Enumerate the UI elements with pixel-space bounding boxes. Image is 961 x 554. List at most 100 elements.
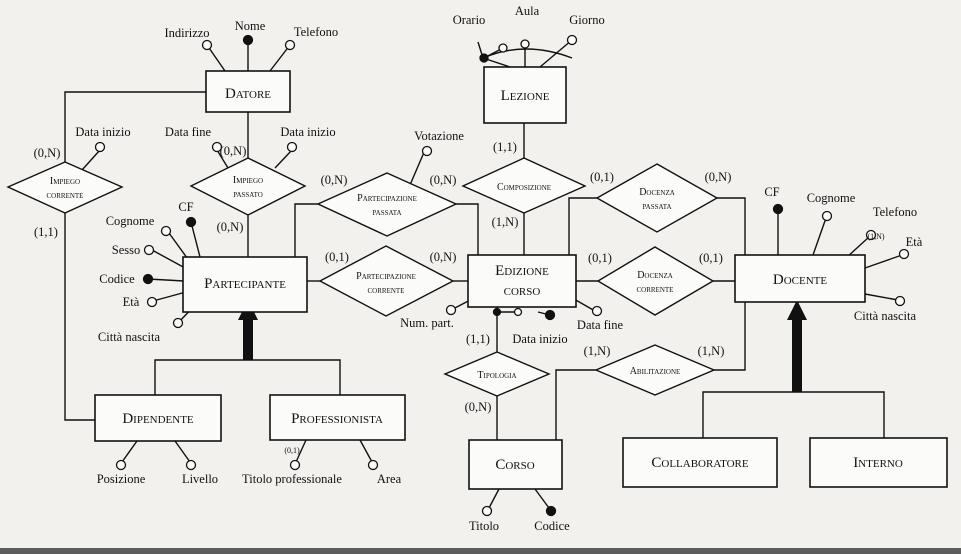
card-impiego-corrente-datore: (0,N) bbox=[34, 146, 61, 160]
svg-text:Lezione: Lezione bbox=[501, 88, 550, 104]
entity-professionista: Professionista bbox=[269, 394, 406, 441]
attr-key-datore-nome bbox=[242, 34, 254, 46]
attr-key-partecipante-codice bbox=[142, 273, 154, 285]
attr-circle-partecipante-eta bbox=[146, 296, 158, 308]
svg-text:corso: corso bbox=[504, 283, 541, 299]
line-corso-abilitazione bbox=[555, 369, 596, 440]
line-edizione-docenza-passata bbox=[568, 197, 597, 255]
isa-shaft-partecipante bbox=[243, 318, 253, 360]
svg-text:Partecipante: Partecipante bbox=[204, 276, 286, 292]
label-corso-titolo: Titolo bbox=[469, 519, 499, 533]
label-partecipante-sesso: Sesso bbox=[112, 243, 140, 257]
label-impiego-passato-data-inizio: Data inizio bbox=[280, 125, 335, 139]
label-edizione-data-inizio: Data inizio bbox=[512, 332, 567, 346]
entity-dipendente: Dipendente bbox=[94, 394, 222, 442]
attr-circle-livello bbox=[185, 459, 197, 471]
label-partecipante-codice: Codice bbox=[99, 272, 135, 286]
attr-circle-votazione bbox=[421, 145, 433, 157]
svg-text:Docenza: Docenza bbox=[639, 187, 675, 198]
label-datore-nome: Nome bbox=[235, 19, 266, 33]
attr-circle-lezione-aula bbox=[520, 39, 530, 49]
line-docenza-passata-docente bbox=[717, 197, 746, 255]
svg-text:Partecipazione: Partecipazione bbox=[356, 271, 416, 282]
attr-circle-impiego-corrente-data-inizio bbox=[94, 141, 106, 153]
attr-key-edizione-data-inizio bbox=[492, 307, 502, 317]
label-lezione-aula: Aula bbox=[515, 4, 540, 18]
card-part-corrente-edizione: (0,N) bbox=[430, 250, 457, 264]
line-isa-docente-branch bbox=[702, 391, 885, 438]
label-votazione: Votazione bbox=[414, 129, 464, 143]
label-edizione-data-fine: Data fine bbox=[577, 318, 624, 332]
label-partecipante-citta-nascita: Città nascita bbox=[98, 330, 161, 344]
entity-datore: Datore bbox=[205, 70, 291, 113]
entity-interno: Interno bbox=[809, 437, 948, 488]
attr-key-edizione-data-fine bbox=[544, 309, 556, 321]
label-datore-indirizzo: Indirizzo bbox=[164, 26, 209, 40]
svg-text:Composizione: Composizione bbox=[497, 182, 551, 193]
line-datore-impiego-corrente bbox=[64, 91, 206, 162]
label-docente-eta: Età bbox=[906, 235, 923, 249]
entity-lezione: Lezione bbox=[483, 66, 567, 124]
card-part-corrente-partecipante: (0,1) bbox=[325, 250, 349, 264]
bottom-edge-bar bbox=[0, 548, 961, 554]
card-composizione-edizione: (1,N) bbox=[492, 215, 519, 229]
attribute-stalks bbox=[81, 39, 903, 509]
relationship-docenza-corrente: Docenza corrente bbox=[596, 246, 715, 316]
relationship-composizione: Composizione bbox=[461, 157, 587, 214]
attr-circle-docente-citta bbox=[894, 295, 906, 307]
label-posizione: Posizione bbox=[97, 472, 146, 486]
entity-partecipante: Partecipante bbox=[182, 256, 308, 313]
attr-circle-docente-eta bbox=[898, 248, 910, 260]
svg-text:passato: passato bbox=[233, 189, 263, 200]
label-datore-telefono: Telefono bbox=[294, 25, 338, 39]
card-composizione-lezione: (1,1) bbox=[493, 140, 517, 154]
attr-key-corso-codice bbox=[545, 505, 557, 517]
isa-shaft-docente bbox=[792, 318, 802, 392]
attr-circle-corso-titolo bbox=[481, 505, 493, 517]
card-part-passata-partecipante: (0,N) bbox=[321, 173, 348, 187]
attr-circle-partecipante-citta bbox=[172, 317, 184, 329]
card-telefono: (1,N) bbox=[867, 232, 884, 241]
attr-key-docente-cf bbox=[772, 203, 784, 215]
card-titolo-professionale: (0,1) bbox=[284, 446, 300, 455]
relationship-impiego-corrente: Impiego corrente bbox=[6, 161, 124, 214]
relationship-docenza-passata: Docenza passata bbox=[595, 163, 719, 233]
attr-circle-edizione-data-inizio bbox=[513, 307, 523, 317]
card-doc-passata-edizione: (0,1) bbox=[590, 170, 614, 184]
label-livello: Livello bbox=[182, 472, 218, 486]
label-docente-telefono: Telefono bbox=[873, 205, 917, 219]
relationship-partecipazione-corrente: Partecipazione corrente bbox=[318, 245, 455, 317]
svg-text:Impiego: Impiego bbox=[233, 175, 263, 186]
svg-text:Impiego: Impiego bbox=[50, 176, 80, 187]
svg-text:Collaboratore: Collaboratore bbox=[651, 455, 748, 471]
label-corso-codice: Codice bbox=[534, 519, 570, 533]
attr-circle-titolo-professionale bbox=[289, 459, 301, 471]
card-doc-corrente-docente: (0,1) bbox=[699, 251, 723, 265]
label-num-part: Num. part. bbox=[400, 316, 454, 330]
svg-text:Docenza: Docenza bbox=[637, 270, 673, 281]
attr-circle-lezione-orario bbox=[498, 43, 508, 53]
attr-key-lezione-orario bbox=[479, 53, 489, 63]
svg-text:Datore: Datore bbox=[225, 86, 271, 102]
entity-docente: Docente bbox=[734, 254, 866, 303]
card-impiego-corrente-partecipante: (1,1) bbox=[34, 225, 58, 239]
svg-text:Corso: Corso bbox=[495, 457, 534, 473]
card-impiego-passato-datore: (0,N) bbox=[220, 144, 247, 158]
svg-text:Abilitazione: Abilitazione bbox=[630, 366, 681, 377]
svg-text:corrente: corrente bbox=[368, 285, 405, 296]
card-tipologia-edizione: (1,1) bbox=[466, 332, 490, 346]
line-isa-partecipante-branch bbox=[154, 359, 341, 395]
line-abilitazione-docente bbox=[714, 302, 746, 371]
label-partecipante-cf: CF bbox=[178, 200, 193, 214]
label-area: Area bbox=[377, 472, 402, 486]
card-part-passata-edizione: (0,N) bbox=[430, 173, 457, 187]
label-partecipante-cognome: Cognome bbox=[106, 214, 155, 228]
isa-arrow-docente bbox=[787, 300, 807, 320]
attr-circle-datore-indirizzo bbox=[201, 39, 213, 51]
attr-circle-impiego-passato-data-fine bbox=[211, 141, 223, 153]
attr-circle-docente-telefono bbox=[865, 229, 877, 241]
label-docente-cf: CF bbox=[764, 185, 779, 199]
entity-corso: Corso bbox=[468, 439, 563, 490]
card-abilitazione-docente: (1,N) bbox=[698, 344, 725, 358]
svg-text:Edizione: Edizione bbox=[495, 263, 549, 279]
